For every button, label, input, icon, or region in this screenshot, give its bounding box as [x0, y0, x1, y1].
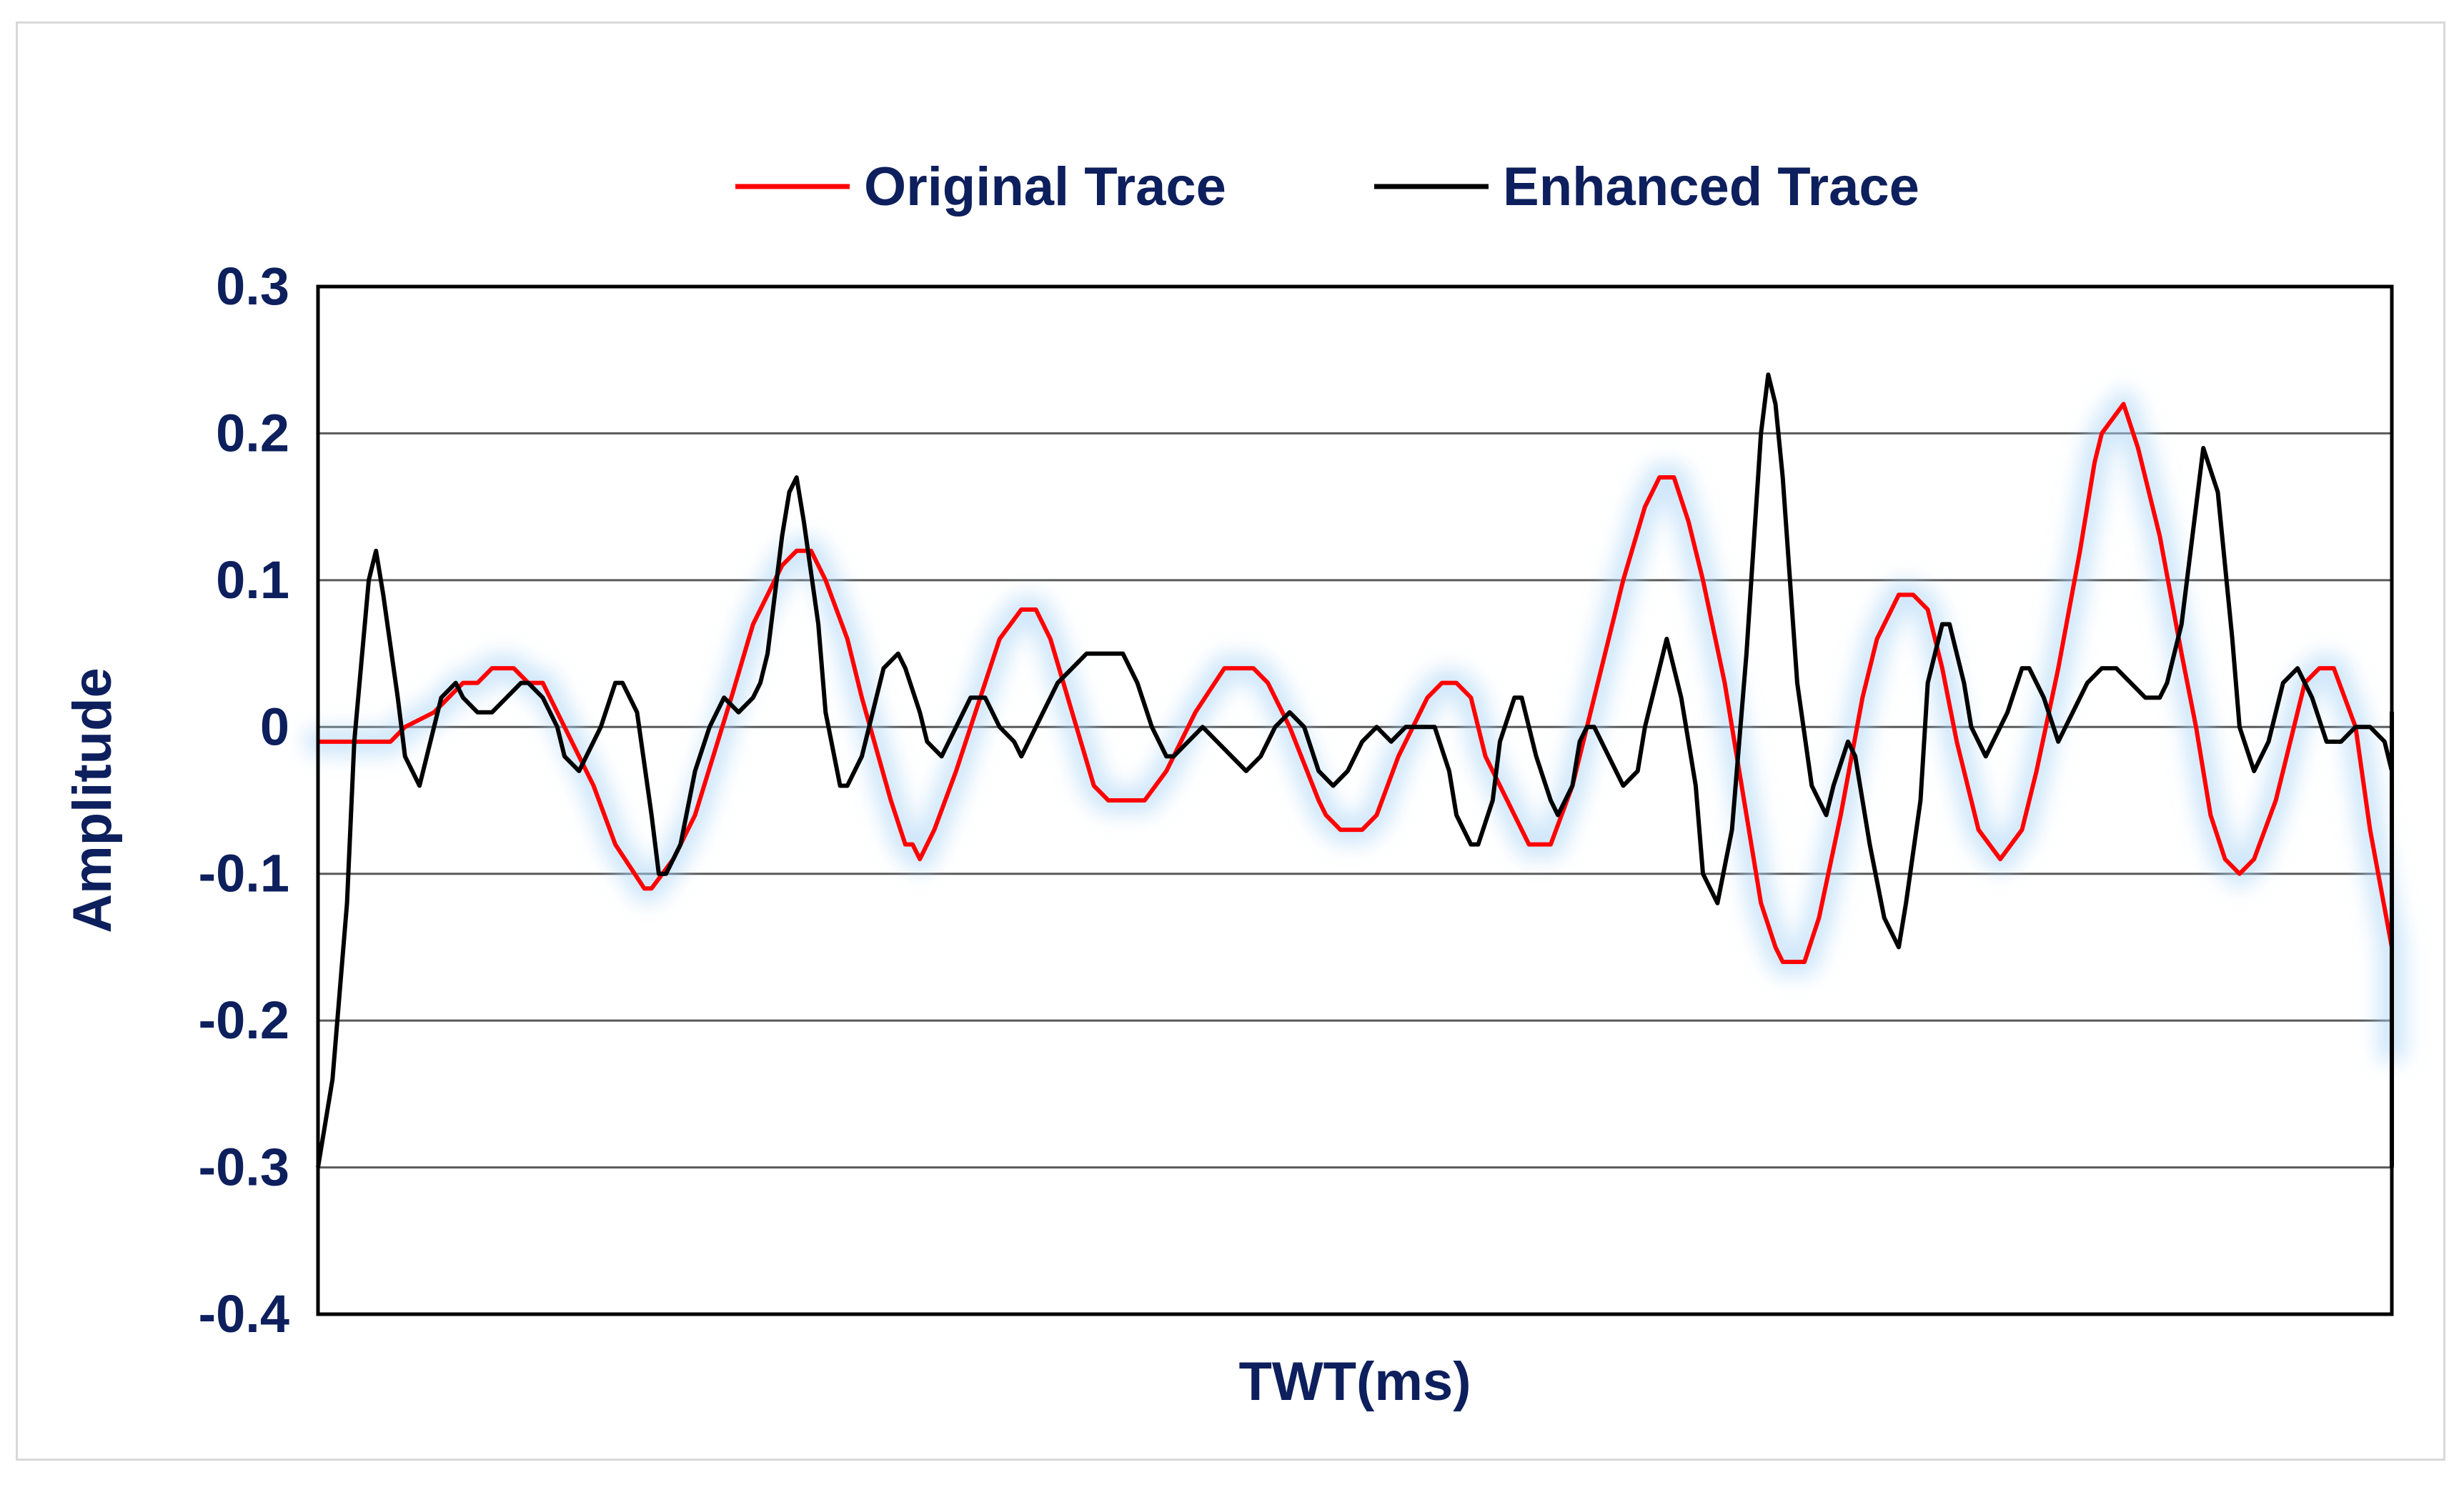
legend-label-original: Original Trace	[864, 157, 1226, 217]
y-tick-label: 0.1	[216, 550, 289, 610]
line-chart: Original Trace Enhanced Trace 0.3 0.2 0.1 0 -…	[62, 157, 2406, 1412]
y-tick-label: -0.4	[198, 1284, 289, 1344]
series-layer	[316, 372, 2394, 1168]
chart-frame: Original Trace Enhanced Trace 0.3 0.2 0.1 0 -…	[16, 21, 2445, 1461]
y-tick-label: 0.2	[216, 403, 289, 462]
y-axis-title: Amplitude	[62, 667, 123, 933]
plot-area-border	[316, 284, 2394, 1316]
enhanced-trace-line	[316, 372, 2394, 1168]
x-axis-title: TWT(ms)	[1238, 1351, 1471, 1412]
y-tick-label: -0.2	[198, 990, 289, 1050]
y-tick-label: 0	[260, 697, 289, 756]
y-tick-label: 0.3	[216, 257, 289, 316]
original-trace-line	[318, 402, 2394, 1053]
y-tick-label: -0.1	[198, 844, 289, 903]
y-axis-ticks: 0.3 0.2 0.1 0 -0.1 -0.2 -0.3 -0.4	[198, 257, 289, 1344]
legend-label-enhanced: Enhanced Trace	[1503, 157, 1919, 217]
y-tick-label: -0.3	[198, 1138, 289, 1197]
legend: Original Trace Enhanced Trace	[735, 157, 1919, 217]
